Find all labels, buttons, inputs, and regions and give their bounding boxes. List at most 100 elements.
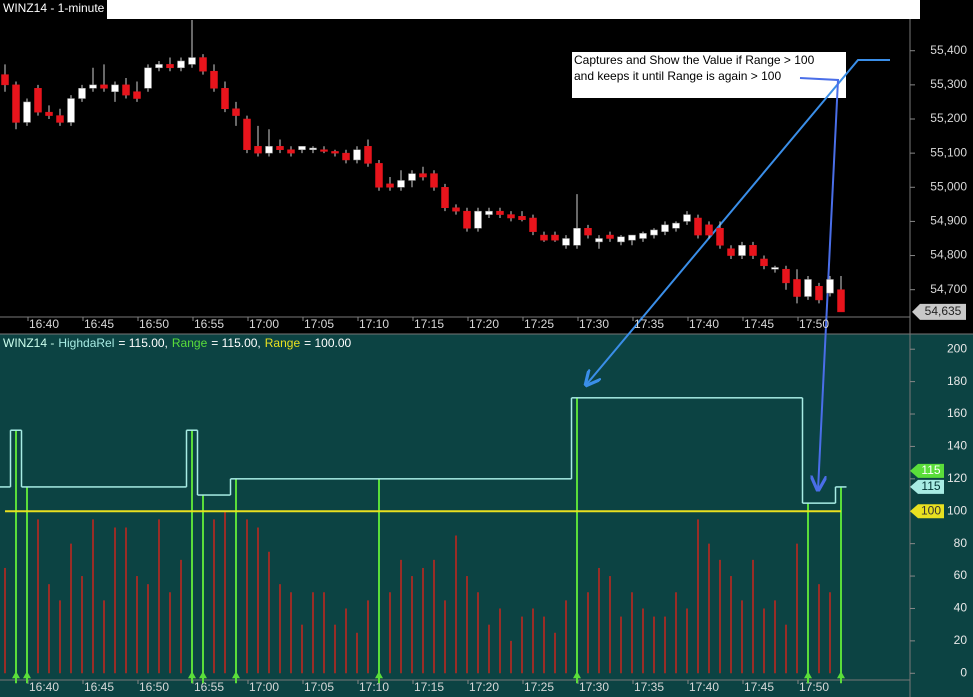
x-tick-label: 17:20 (469, 680, 499, 694)
candle-body (738, 245, 746, 256)
legend-value: = 115.00, (118, 336, 168, 350)
x-tick-label: 17:05 (304, 680, 334, 694)
annotation: Captures and Show the Value if Range > 1… (572, 52, 846, 98)
x-tick-label: 16:50 (139, 317, 169, 331)
candle-body (353, 149, 361, 161)
candle-body (1, 74, 9, 86)
x-tick-label: 17:50 (799, 317, 829, 331)
candle-body (650, 229, 658, 236)
value-box (910, 479, 944, 494)
legend-name: HighdaRel (58, 336, 114, 350)
candle-body (67, 98, 75, 123)
candle-body (12, 84, 20, 123)
candle-body (518, 216, 526, 220)
y-tick-label: 80 (954, 536, 968, 550)
candle-body (111, 84, 119, 92)
x-tick-label: 17:05 (304, 317, 334, 331)
candle-body (243, 118, 251, 150)
x-tick-label: 17:15 (414, 317, 444, 331)
x-tick-label: 17:25 (524, 680, 554, 694)
value-box-label: 115 (921, 479, 940, 493)
x-tick-label: 16:50 (139, 680, 169, 694)
y-tick-label: 54,700 (930, 282, 967, 296)
candle-body (232, 108, 240, 116)
y-tick-label: 20 (954, 633, 968, 647)
x-tick-label: 16:55 (194, 317, 224, 331)
candle-body (749, 245, 757, 256)
signal-arrow (12, 671, 20, 684)
candle-body (56, 115, 64, 123)
x-tick-label: 17:00 (249, 680, 279, 694)
candle-body (386, 183, 394, 188)
candle-body (793, 279, 801, 297)
candle-body (287, 149, 295, 154)
candle-body (100, 84, 108, 89)
candle-body (34, 88, 42, 113)
candle-body (452, 207, 460, 212)
candle-body (628, 234, 636, 241)
candle-body (397, 180, 405, 188)
x-tick-label: 17:50 (799, 680, 829, 694)
value-box (910, 463, 944, 478)
candle-body (144, 67, 152, 89)
candle-body (639, 233, 647, 239)
last-price-box (912, 303, 966, 320)
y-tick-label: 160 (947, 406, 967, 420)
candle-body (210, 70, 218, 89)
candle-body (199, 57, 207, 72)
y-tick-label: 120 (947, 471, 967, 485)
annotation-text: Captures and Show the Value if Range > 1… (574, 53, 815, 67)
candle-body (419, 173, 427, 178)
candle-body (375, 163, 383, 188)
chart-title: WINZ14 - 1-minute (3, 1, 105, 15)
x-tick-label: 17:40 (689, 317, 719, 331)
y-tick-label: 54,800 (930, 248, 967, 262)
legend-title: WINZ14 - (3, 336, 54, 350)
candle-body (562, 238, 570, 246)
candle-body (23, 101, 31, 123)
y-tick-label: 140 (947, 439, 967, 453)
candle-body (760, 258, 768, 267)
legend-value: = 100.00 (304, 336, 351, 350)
candle-body (716, 227, 724, 246)
x-tick-label: 17:10 (359, 317, 389, 331)
x-tick-label: 17:30 (579, 680, 609, 694)
signal-arrow (232, 671, 240, 684)
candle-body (474, 210, 482, 229)
y-tick-label: 40 (954, 601, 968, 615)
signal-arrow (375, 671, 383, 684)
candle-body (507, 214, 515, 219)
candle-body (122, 84, 130, 96)
candle-body (133, 91, 141, 99)
candle-body (364, 146, 372, 164)
candle-body (408, 173, 416, 181)
candle-body (694, 217, 702, 236)
candle-body (804, 279, 812, 297)
candle-body (309, 147, 317, 150)
y-tick-label: 0 (960, 665, 967, 679)
candle-body (430, 173, 438, 188)
candle-body (254, 146, 262, 154)
y-tick-label: 55,200 (930, 111, 967, 125)
y-tick-label: 55,300 (930, 77, 967, 91)
candle-body (166, 64, 174, 69)
x-tick-label: 16:45 (84, 680, 114, 694)
y-tick-label: 200 (947, 341, 967, 355)
candle-body (155, 64, 163, 69)
candle-body (298, 146, 306, 150)
candle-body (727, 248, 735, 256)
candle-body (441, 187, 449, 209)
candle-body (573, 227, 581, 246)
candle-body (584, 227, 592, 236)
candle-body (661, 224, 669, 232)
y-tick-label: 180 (947, 374, 967, 388)
value-box-label: 100 (921, 503, 941, 517)
candle-body (771, 267, 779, 270)
x-tick-label: 17:10 (359, 680, 389, 694)
candle-body (595, 238, 603, 243)
candle-body (177, 60, 185, 69)
legend-value: = 115.00, (211, 336, 261, 350)
candle-body (221, 88, 229, 110)
candle-body (529, 217, 537, 232)
candle-body (815, 286, 823, 301)
